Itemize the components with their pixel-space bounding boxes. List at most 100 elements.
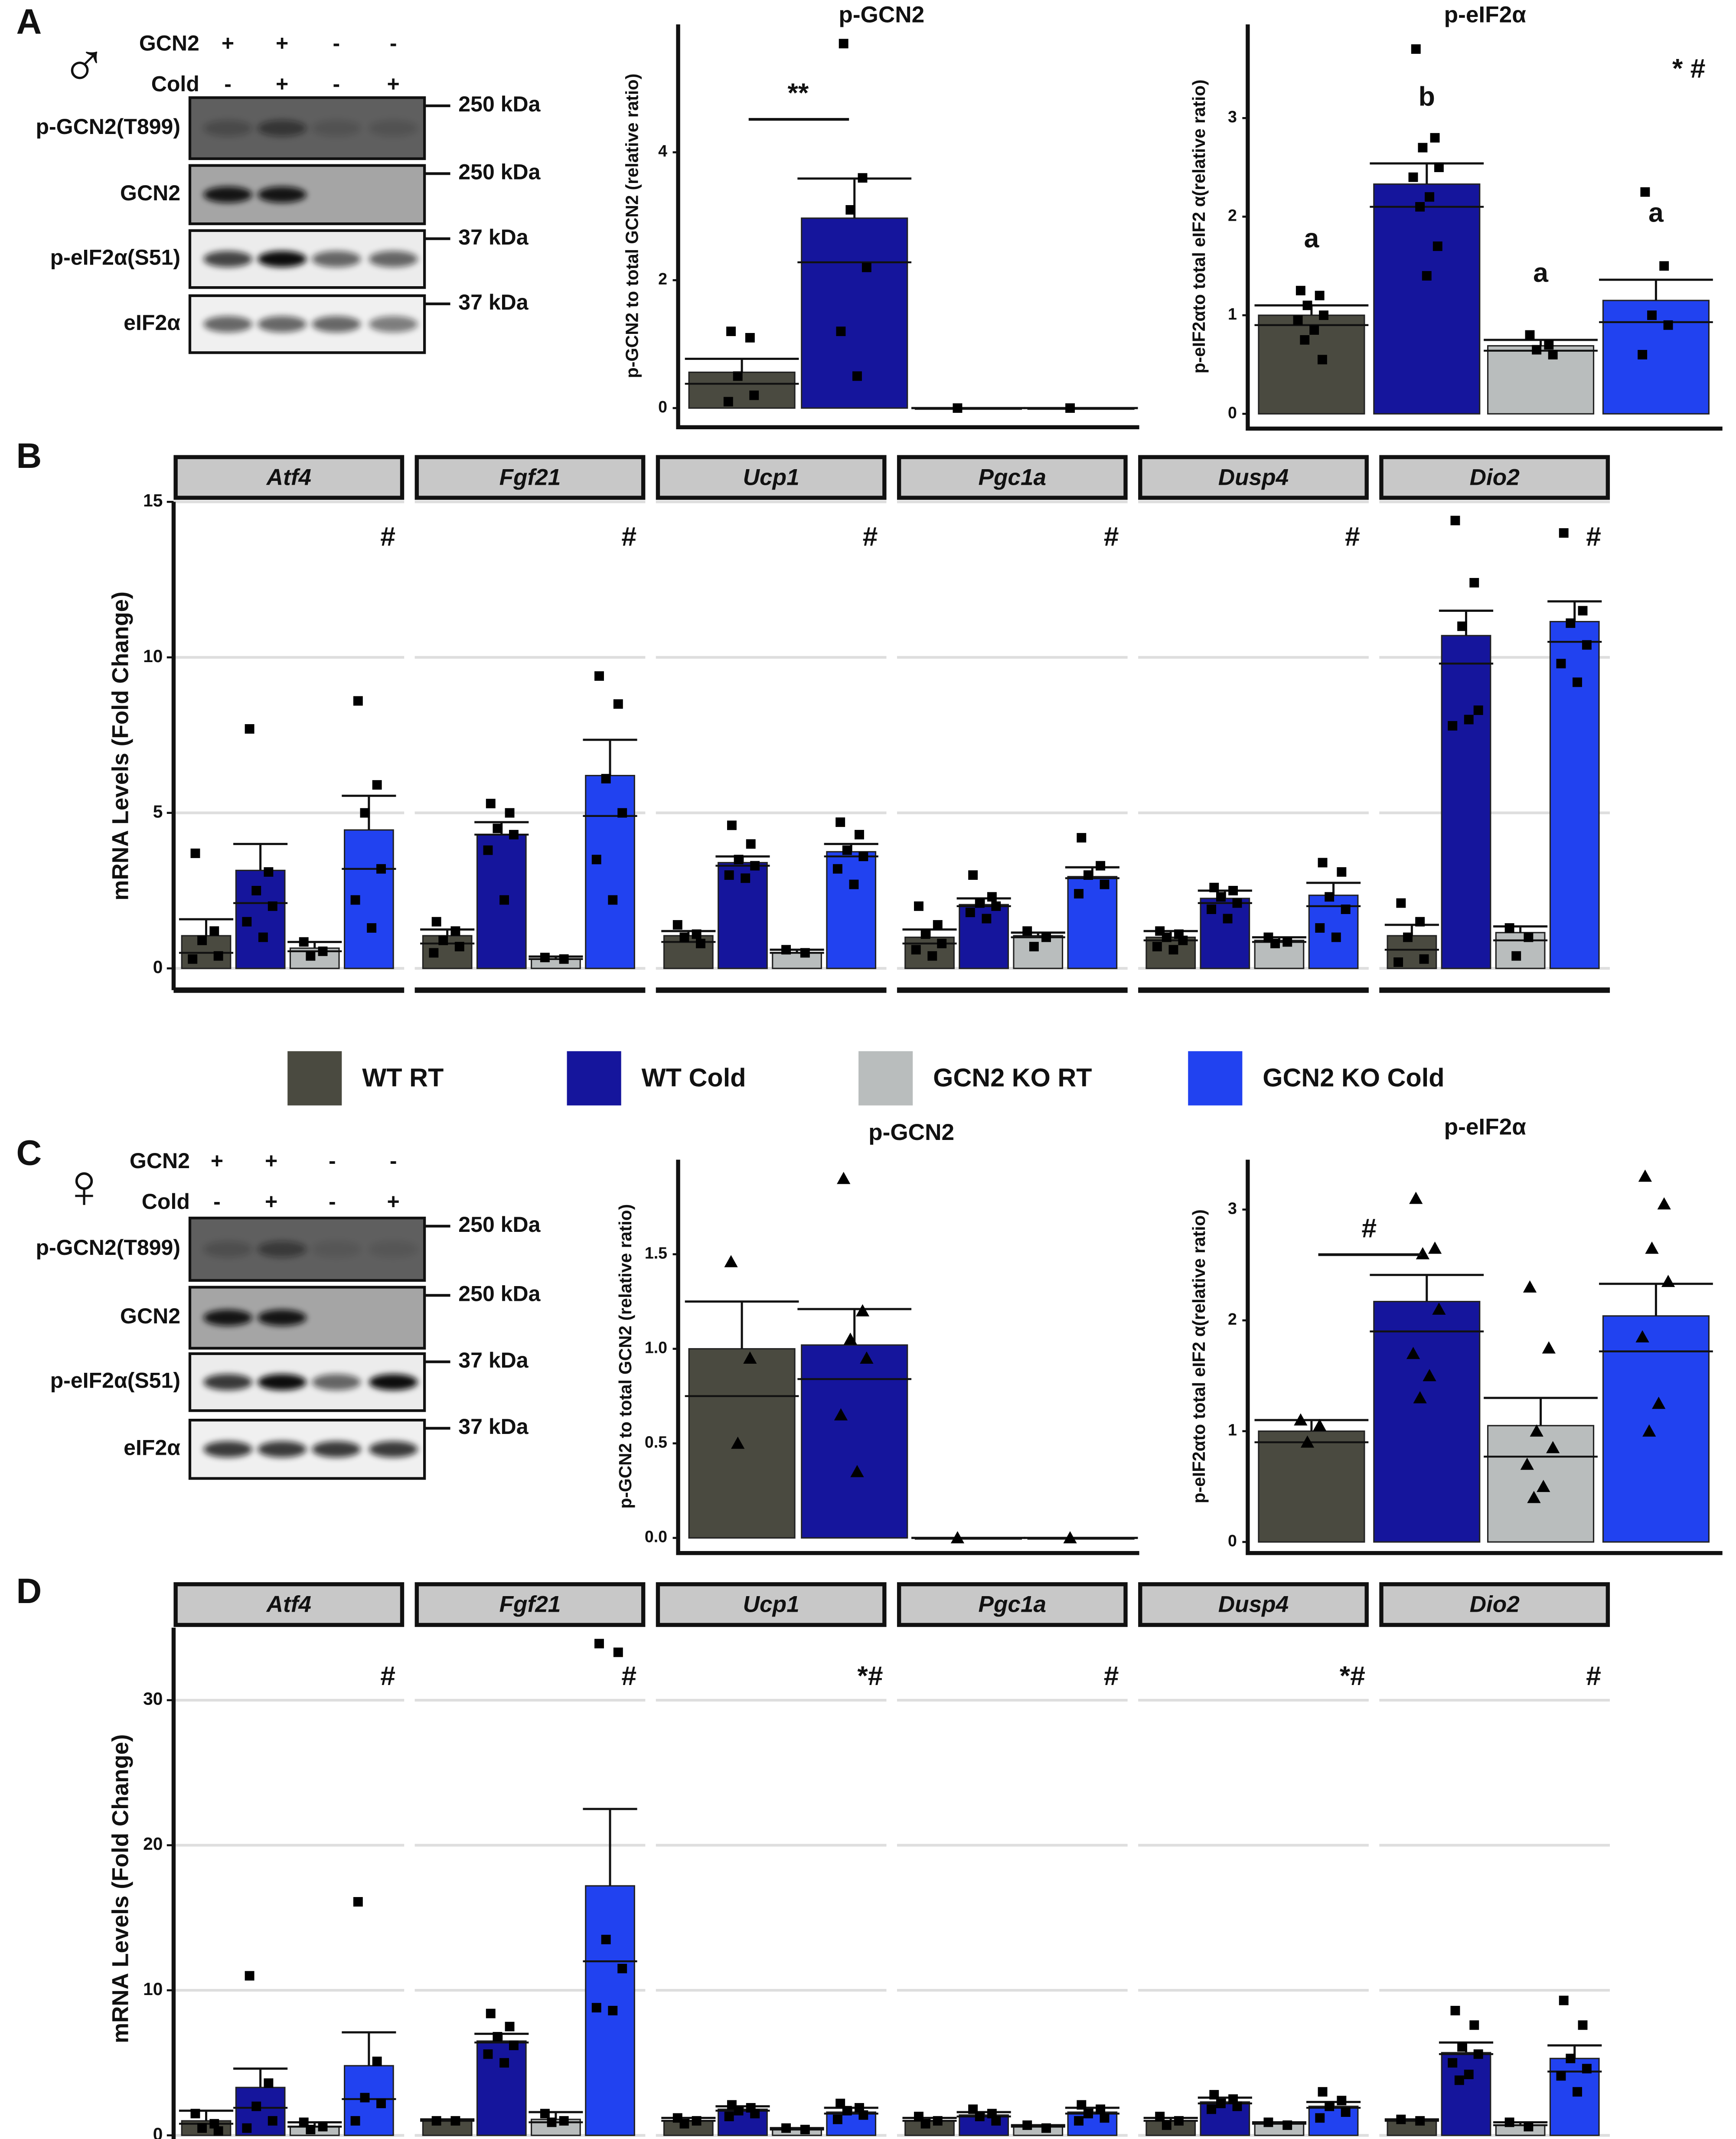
data-point — [745, 333, 755, 343]
data-point — [1559, 528, 1569, 538]
y-axis-label: p-GCN2 to total GCN2 (relative ratio) — [622, 74, 642, 379]
chart-title: p-GCN2 — [839, 2, 924, 28]
blot-band — [203, 120, 252, 137]
data-point — [991, 901, 1001, 911]
data-point — [431, 2116, 441, 2126]
data-point — [1152, 942, 1162, 952]
data-point — [1408, 172, 1418, 182]
data-point — [429, 948, 439, 958]
data-point — [746, 839, 756, 849]
error-bar — [1599, 278, 1713, 300]
data-point — [213, 2126, 223, 2136]
data-point — [1313, 1419, 1327, 1431]
facet-label: Ucp1 — [743, 1592, 799, 1617]
data-point — [1520, 1457, 1534, 1470]
facet-strip — [414, 1582, 646, 1627]
blot-band — [203, 186, 252, 203]
panel-label: A — [16, 2, 42, 42]
y-tick-label: 0 — [658, 398, 667, 416]
data-point — [197, 935, 207, 945]
data-point — [1413, 1391, 1427, 1404]
data-point — [617, 1963, 627, 1973]
blot-frame — [188, 1216, 426, 1282]
data-point — [1425, 192, 1434, 202]
data-point — [1524, 932, 1534, 942]
legend-swatch — [858, 1051, 913, 1106]
bar — [531, 958, 581, 969]
significance-label: * # — [1672, 53, 1706, 84]
condition-sign: + — [387, 72, 400, 96]
data-point — [1544, 340, 1554, 350]
data-point — [431, 917, 441, 927]
data-point — [696, 938, 705, 948]
blot-band — [203, 1241, 252, 1257]
blot-band — [203, 1374, 252, 1391]
condition-sign: - — [329, 1189, 336, 1214]
data-point — [982, 914, 992, 924]
bar — [1013, 935, 1064, 969]
error-bar — [1484, 339, 1598, 346]
error-bar — [797, 1308, 912, 1345]
blot-row-label: p-GCN2(T899) — [36, 1235, 180, 1260]
y-axis-label: p-GCN2 to total GCN2 (relative ratio) — [615, 1204, 635, 1509]
facet-strip — [173, 455, 405, 500]
facet-label: Dusp4 — [1218, 1592, 1289, 1617]
data-point — [1228, 2094, 1238, 2104]
group-letter: a — [1533, 258, 1549, 288]
data-point — [1504, 2117, 1514, 2127]
condition-sign: + — [276, 31, 288, 55]
data-point — [1263, 2117, 1273, 2127]
facet-strip — [897, 455, 1128, 500]
data-point — [1546, 1441, 1560, 1453]
data-point — [1532, 345, 1542, 355]
data-point — [855, 829, 864, 839]
error-bar — [1599, 1283, 1713, 1316]
condition-sign: + — [265, 1189, 277, 1214]
data-point — [242, 2123, 252, 2133]
data-point — [608, 2005, 618, 2015]
data-point — [1645, 1241, 1659, 1254]
blot-band — [369, 1374, 418, 1391]
data-point — [842, 2106, 852, 2116]
facet-label: Dusp4 — [1218, 464, 1289, 490]
data-point — [832, 864, 842, 874]
data-point — [975, 2112, 985, 2122]
data-point — [251, 2101, 261, 2111]
y-tick-label: 3 — [1228, 1199, 1237, 1217]
data-point — [724, 1255, 738, 1267]
data-point — [594, 1639, 604, 1649]
marker-label: 37 kDa — [458, 225, 529, 249]
legend-swatch — [567, 1051, 621, 1106]
data-point — [1096, 2104, 1106, 2114]
data-point — [1415, 2116, 1425, 2126]
bar — [1013, 2126, 1064, 2136]
blot-band — [312, 1374, 361, 1391]
y-axis-label: mRNA Levels (Fold Change) — [108, 591, 134, 901]
data-point — [1523, 1280, 1537, 1293]
error-bar — [583, 1808, 637, 1886]
condition-sign: + — [222, 31, 234, 55]
marker-label: 250 kDa — [458, 160, 541, 184]
data-point — [450, 926, 460, 936]
data-point — [679, 2119, 689, 2129]
data-point — [836, 327, 846, 336]
data-point — [306, 951, 316, 961]
data-point — [953, 403, 963, 413]
significance-label: *# — [857, 1661, 883, 1691]
data-point — [1077, 833, 1087, 843]
condition-sign: - — [333, 72, 340, 96]
data-point — [1504, 923, 1514, 933]
data-point — [1282, 937, 1292, 947]
data-point — [493, 2032, 503, 2042]
data-point — [1216, 2099, 1226, 2108]
data-point — [1232, 2101, 1242, 2111]
data-point — [987, 2109, 997, 2119]
data-point — [1300, 1435, 1315, 1448]
data-point — [1511, 951, 1521, 961]
data-point — [299, 937, 309, 947]
data-point — [1573, 2087, 1582, 2097]
legend-label: WT RT — [362, 1063, 444, 1092]
error-bar — [287, 941, 342, 948]
condition-label: Cold — [142, 1189, 190, 1214]
data-point — [1448, 2058, 1458, 2068]
